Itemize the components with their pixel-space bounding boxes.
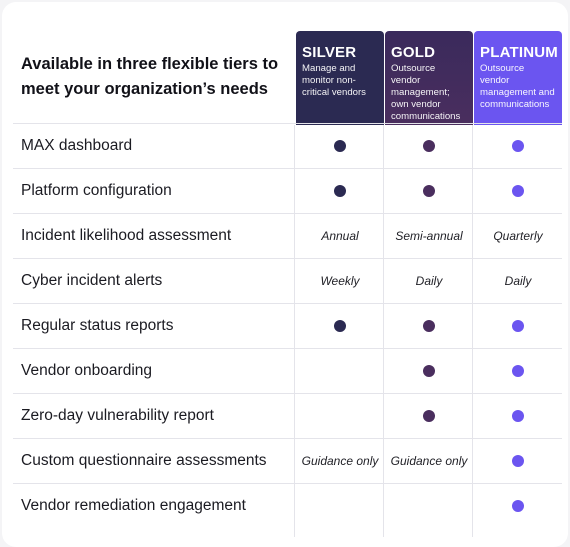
- tier-cell-gold: Daily: [385, 259, 473, 303]
- tier-cell-silver: Annual: [296, 214, 384, 258]
- column-divider: [472, 125, 473, 537]
- feature-label: Custom questionnaire assessments: [21, 452, 267, 469]
- tier-cell-silver: Guidance only: [296, 439, 384, 483]
- table-row: Platform configuration: [13, 168, 562, 213]
- tier-value: Annual: [321, 229, 359, 243]
- tier-cell-platinum: [474, 304, 562, 348]
- tier-cell-gold: [385, 124, 473, 168]
- tier-value: Daily: [504, 274, 532, 288]
- tier-header-gold: GOLD Outsource vendor management; own ve…: [385, 31, 473, 125]
- feature-label: Zero-day vulnerability report: [21, 407, 214, 424]
- included-dot-icon: [423, 410, 435, 422]
- table-row: Zero-day vulnerability report: [13, 393, 562, 438]
- tier-cell-platinum: [474, 439, 562, 483]
- column-divider: [294, 125, 295, 537]
- tier-cell-gold: Guidance only: [385, 439, 473, 483]
- tier-value: Guidance only: [390, 454, 468, 468]
- included-dot-icon: [423, 320, 435, 332]
- included-dot-icon: [512, 185, 524, 197]
- tier-description: Manage and monitor non-critical vendors: [302, 63, 366, 98]
- tier-value: Weekly: [320, 274, 360, 288]
- table-title: Available in three flexible tiers to mee…: [21, 55, 279, 98]
- table-row: Cyber incident alerts Weekly Daily Daily: [13, 258, 562, 303]
- tier-cell-platinum: [474, 124, 562, 168]
- tier-cell-gold: Semi-annual: [385, 214, 473, 258]
- tier-name: SILVER: [302, 44, 357, 61]
- tier-cell-gold: [385, 169, 473, 213]
- included-dot-icon: [512, 320, 524, 332]
- tier-cell-gold: [385, 484, 473, 528]
- included-dot-icon: [512, 455, 524, 467]
- tier-value: Semi-annual: [395, 229, 463, 243]
- tier-name: PLATINUM: [480, 44, 558, 61]
- tier-cell-silver: [296, 349, 384, 393]
- tier-cell-platinum: [474, 349, 562, 393]
- tier-cell-platinum: Daily: [474, 259, 562, 303]
- tier-value: Guidance only: [301, 454, 379, 468]
- feature-label: Cyber incident alerts: [21, 272, 163, 289]
- feature-label: Vendor onboarding: [21, 362, 153, 379]
- tier-header-platinum: PLATINUM Outsource vendor management and…: [474, 31, 562, 125]
- tier-cell-silver: [296, 124, 384, 168]
- tier-cell-gold: [385, 394, 473, 438]
- tier-cell-platinum: [474, 394, 562, 438]
- included-dot-icon: [512, 365, 524, 377]
- included-dot-icon: [512, 410, 524, 422]
- feature-label: Regular status reports: [21, 317, 174, 334]
- feature-label: Vendor remediation engagement: [21, 497, 246, 514]
- table-row: Incident likelihood assessment Annual Semi…: [13, 213, 562, 258]
- included-dot-icon: [423, 365, 435, 377]
- included-dot-icon: [512, 140, 524, 152]
- table-row: Custom questionnaire assessments Guidance…: [13, 438, 562, 483]
- tier-cell-gold: [385, 304, 473, 348]
- tier-cell-gold: [385, 349, 473, 393]
- table-row: Regular status reports: [13, 303, 562, 348]
- included-dot-icon: [512, 500, 524, 512]
- tier-cell-silver: [296, 304, 384, 348]
- tier-cell-platinum: [474, 484, 562, 528]
- tier-value: Quarterly: [493, 229, 543, 243]
- tier-description: Outsource vendor management and communic…: [480, 63, 555, 110]
- tier-header-silver: SILVER Manage and monitor non-critical v…: [296, 31, 384, 125]
- tier-cell-silver: [296, 169, 384, 213]
- table-row: Vendor remediation engagement: [13, 483, 562, 528]
- included-dot-icon: [423, 185, 435, 197]
- included-dot-icon: [423, 140, 435, 152]
- included-dot-icon: [334, 140, 346, 152]
- included-dot-icon: [334, 320, 346, 332]
- tier-cell-platinum: Quarterly: [474, 214, 562, 258]
- included-dot-icon: [334, 185, 346, 197]
- feature-label: Platform configuration: [21, 182, 172, 199]
- tier-name: GOLD: [391, 44, 436, 61]
- tier-cell-silver: [296, 394, 384, 438]
- tier-cell-platinum: [474, 169, 562, 213]
- table-row: Vendor onboarding: [13, 348, 562, 393]
- column-divider: [383, 125, 384, 537]
- tier-value: Daily: [415, 274, 443, 288]
- tier-cell-silver: [296, 484, 384, 528]
- tier-description: Outsource vendor management; own vendor …: [391, 63, 461, 122]
- tier-cell-silver: Weekly: [296, 259, 384, 303]
- feature-label: Incident likelihood assessment: [21, 227, 232, 244]
- table-row: MAX dashboard: [13, 123, 562, 168]
- feature-label: MAX dashboard: [21, 137, 133, 154]
